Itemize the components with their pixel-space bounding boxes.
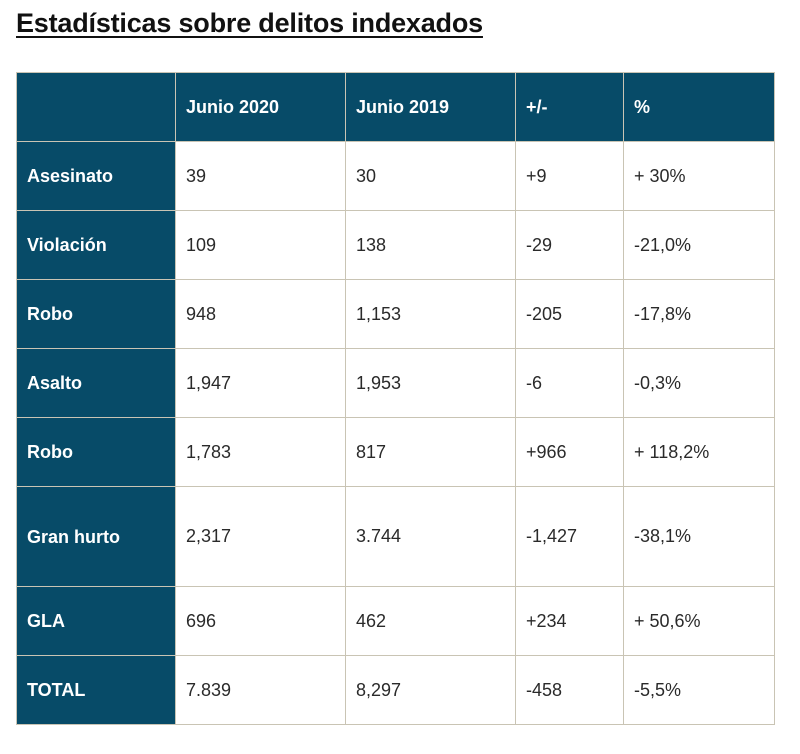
table-row-total: TOTAL 7.839 8,297 -458 -5,5% [16,655,775,725]
cell-june-2019: 1,153 [345,279,516,349]
cell-difference: +966 [515,417,624,487]
cell-june-2019: 1,953 [345,348,516,418]
row-label: GLA [16,586,176,656]
cell-percent: -17,8% [623,279,775,349]
cell-june-2020: 2,317 [175,486,346,587]
cell-june-2019: 817 [345,417,516,487]
cell-percent: -21,0% [623,210,775,280]
cell-june-2019: 8,297 [345,655,516,725]
row-label: Gran hurto [16,486,176,587]
cell-difference: -29 [515,210,624,280]
cell-percent: + 118,2% [623,417,775,487]
table-row: Robo 1,783 817 +966 + 118,2% [16,417,775,487]
table-row: GLA 696 462 +234 + 50,6% [16,586,775,656]
cell-difference: -1,427 [515,486,624,587]
table-row: Gran hurto 2,317 3.744 -1,427 -38,1% [16,486,775,587]
cell-june-2019: 462 [345,586,516,656]
cell-difference: -458 [515,655,624,725]
cell-june-2020: 7.839 [175,655,346,725]
cell-june-2020: 1,783 [175,417,346,487]
cell-difference: +234 [515,586,624,656]
header-june-2019: Junio 2019 [345,72,516,142]
page-title: Estadísticas sobre delitos indexados [16,8,483,38]
cell-june-2019: 138 [345,210,516,280]
cell-june-2019: 3.744 [345,486,516,587]
cell-june-2020: 696 [175,586,346,656]
cell-june-2020: 1,947 [175,348,346,418]
cell-difference: -6 [515,348,624,418]
row-label: Robo [16,417,176,487]
cell-percent: -5,5% [623,655,775,725]
header-percent: % [623,72,775,142]
header-corner-cell [16,72,176,142]
row-label-total: TOTAL [16,655,176,725]
cell-difference: +9 [515,141,624,211]
table-row: Robo 948 1,153 -205 -17,8% [16,279,775,349]
cell-june-2020: 948 [175,279,346,349]
cell-percent: + 30% [623,141,775,211]
cell-june-2020: 39 [175,141,346,211]
table-row: Violación 109 138 -29 -21,0% [16,210,775,280]
row-label: Violación [16,210,176,280]
table-row: Asalto 1,947 1,953 -6 -0,3% [16,348,775,418]
crime-statistics-table: Junio 2020 Junio 2019 +/- % Asesinato 39… [16,72,775,725]
cell-percent: -0,3% [623,348,775,418]
row-label: Asesinato [16,141,176,211]
table-header-row: Junio 2020 Junio 2019 +/- % [16,72,775,142]
cell-june-2020: 109 [175,210,346,280]
row-label: Asalto [16,348,176,418]
header-june-2020: Junio 2020 [175,72,346,142]
cell-june-2019: 30 [345,141,516,211]
table-row: Asesinato 39 30 +9 + 30% [16,141,775,211]
cell-difference: -205 [515,279,624,349]
header-difference: +/- [515,72,624,142]
cell-percent: + 50,6% [623,586,775,656]
row-label: Robo [16,279,176,349]
cell-percent: -38,1% [623,486,775,587]
